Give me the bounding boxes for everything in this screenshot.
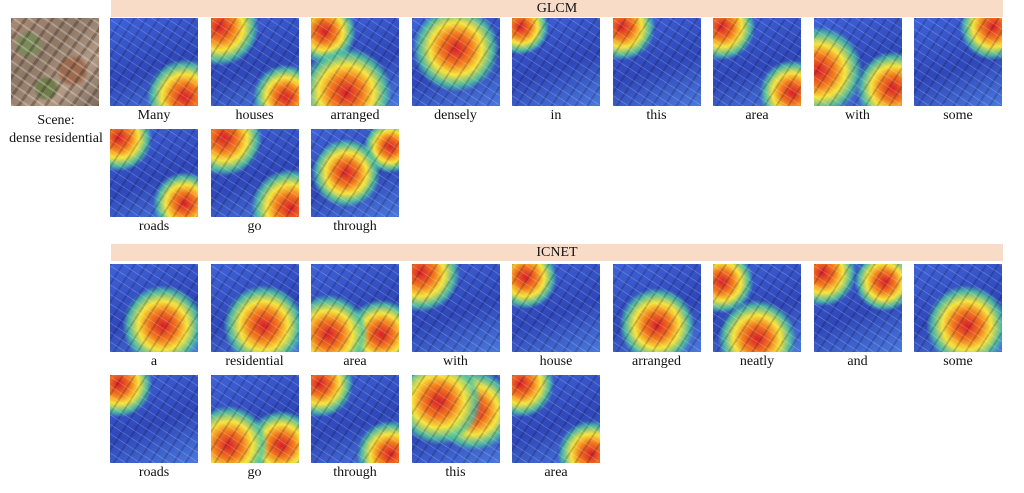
icnet-word-tile: and <box>808 264 908 370</box>
glcm-word-label: densely <box>434 108 477 123</box>
glcm-attention-map <box>411 18 500 106</box>
icnet-word-tile: some <box>908 264 1008 370</box>
icnet-attention-map <box>612 264 701 352</box>
icnet-word-tile: with <box>406 264 506 370</box>
icnet-attention-map <box>411 375 500 463</box>
icnet-attention-map <box>713 264 801 352</box>
glcm-word-tile: some <box>908 18 1008 124</box>
glcm-attention-map <box>311 18 399 106</box>
glcm-word-tile: area <box>707 18 807 124</box>
icnet-word-label: and <box>847 354 868 369</box>
glcm-word-tile: go <box>205 129 305 235</box>
icnet-attention-map <box>311 264 399 352</box>
glcm-attention-map <box>110 129 198 217</box>
icnet-word-tile: area <box>506 375 606 481</box>
icnet-word-label: a <box>150 354 158 369</box>
icnet-attention-map <box>110 264 198 352</box>
glcm-word-label: roads <box>138 219 170 234</box>
glcm-word-tile: in <box>506 18 606 124</box>
scene-label-line1: Scene: <box>37 113 75 128</box>
scene-label-line2: dense residential <box>9 131 103 146</box>
glcm-word-label: arranged <box>330 108 380 123</box>
icnet-attention-map <box>512 264 600 352</box>
icnet-attention-map <box>210 375 299 463</box>
icnet-word-tile: residential <box>205 264 305 370</box>
glcm-banner: GLCM <box>111 0 1003 17</box>
icnet-attention-map <box>311 375 399 463</box>
glcm-word-label: houses <box>235 108 274 123</box>
glcm-attention-map <box>210 129 299 217</box>
glcm-attention-map <box>914 18 1002 106</box>
glcm-word-label: go <box>247 219 262 234</box>
icnet-word-tile: roads <box>104 375 204 481</box>
icnet-attention-map <box>813 264 902 352</box>
icnet-word-label: through <box>333 465 377 480</box>
glcm-word-label: with <box>845 108 870 123</box>
icnet-word-label: some <box>943 354 973 369</box>
icnet-word-label: house <box>539 354 573 369</box>
icnet-banner: ICNET <box>111 244 1003 261</box>
icnet-word-tile: neatly <box>707 264 807 370</box>
icnet-word-tile: go <box>205 375 305 481</box>
icnet-word-tile: through <box>305 375 405 481</box>
icnet-word-label: with <box>443 354 468 369</box>
scene-image <box>11 18 99 106</box>
glcm-word-label: this <box>646 108 667 123</box>
icnet-word-label: area <box>343 354 367 369</box>
glcm-word-label: area <box>745 108 769 123</box>
icnet-word-tile: house <box>506 264 606 370</box>
glcm-word-tile: densely <box>406 18 506 124</box>
glcm-word-label: Many <box>137 108 171 123</box>
icnet-word-tile: this <box>406 375 506 481</box>
glcm-word-label: through <box>333 219 377 234</box>
icnet-word-tile: arranged <box>607 264 707 370</box>
icnet-word-label: roads <box>138 465 170 480</box>
glcm-word-tile: roads <box>104 129 204 235</box>
glcm-attention-map <box>512 18 600 106</box>
glcm-word-tile: with <box>808 18 908 124</box>
icnet-word-label: this <box>445 465 466 480</box>
glcm-word-tile: Many <box>104 18 204 124</box>
icnet-attention-map <box>411 264 500 352</box>
glcm-word-tile: this <box>607 18 707 124</box>
glcm-word-tile: houses <box>205 18 305 124</box>
icnet-word-label: go <box>247 465 262 480</box>
icnet-attention-map <box>210 264 299 352</box>
icnet-word-label: area <box>544 465 568 480</box>
glcm-attention-map <box>311 129 399 217</box>
icnet-attention-map <box>512 375 600 463</box>
icnet-attention-map <box>914 264 1002 352</box>
glcm-attention-map <box>210 18 299 106</box>
icnet-word-label: neatly <box>739 354 775 369</box>
glcm-attention-map <box>813 18 902 106</box>
glcm-word-label: in <box>550 108 562 123</box>
glcm-attention-map <box>110 18 198 106</box>
glcm-attention-map <box>612 18 701 106</box>
scene-label: Scene: dense residential <box>0 112 112 148</box>
glcm-word-tile: arranged <box>305 18 405 124</box>
icnet-word-tile: area <box>305 264 405 370</box>
icnet-word-label: arranged <box>632 354 681 369</box>
glcm-word-tile: through <box>305 129 405 235</box>
glcm-attention-map <box>713 18 801 106</box>
glcm-word-label: some <box>943 108 973 123</box>
icnet-word-tile: a <box>104 264 204 370</box>
icnet-attention-map <box>110 375 198 463</box>
icnet-word-label: residential <box>225 354 284 369</box>
